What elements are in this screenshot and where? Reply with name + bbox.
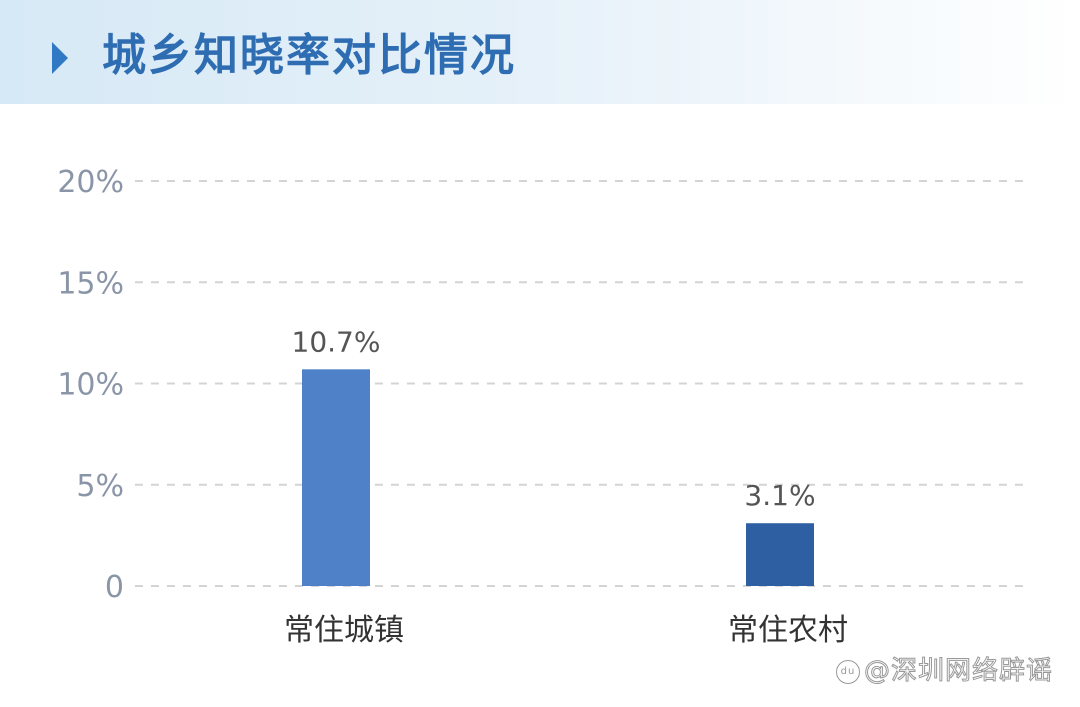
data-label: 3.1%	[744, 479, 815, 512]
watermark-text: @深圳网络辟谣	[863, 656, 1054, 687]
chevron-right-icon	[52, 42, 68, 74]
x-tick-label: 常住农村	[728, 613, 848, 648]
header-banner: 城乡知晓率对比情况	[0, 0, 1080, 104]
data-label: 10.7%	[292, 325, 381, 358]
y-tick-label: 0	[105, 570, 124, 605]
page-title: 城乡知晓率对比情况	[102, 30, 516, 81]
bar	[746, 523, 814, 586]
y-tick-label: 15%	[57, 266, 124, 301]
baidu-paw-logo-icon: du	[836, 659, 860, 684]
x-tick-label: 常住城镇	[284, 613, 404, 648]
y-tick-label: 10%	[57, 368, 124, 403]
y-tick-label: 5%	[76, 469, 124, 504]
watermark: du @深圳网络辟谣	[836, 650, 1053, 687]
y-tick-label: 20%	[57, 165, 124, 200]
bar	[302, 369, 370, 586]
